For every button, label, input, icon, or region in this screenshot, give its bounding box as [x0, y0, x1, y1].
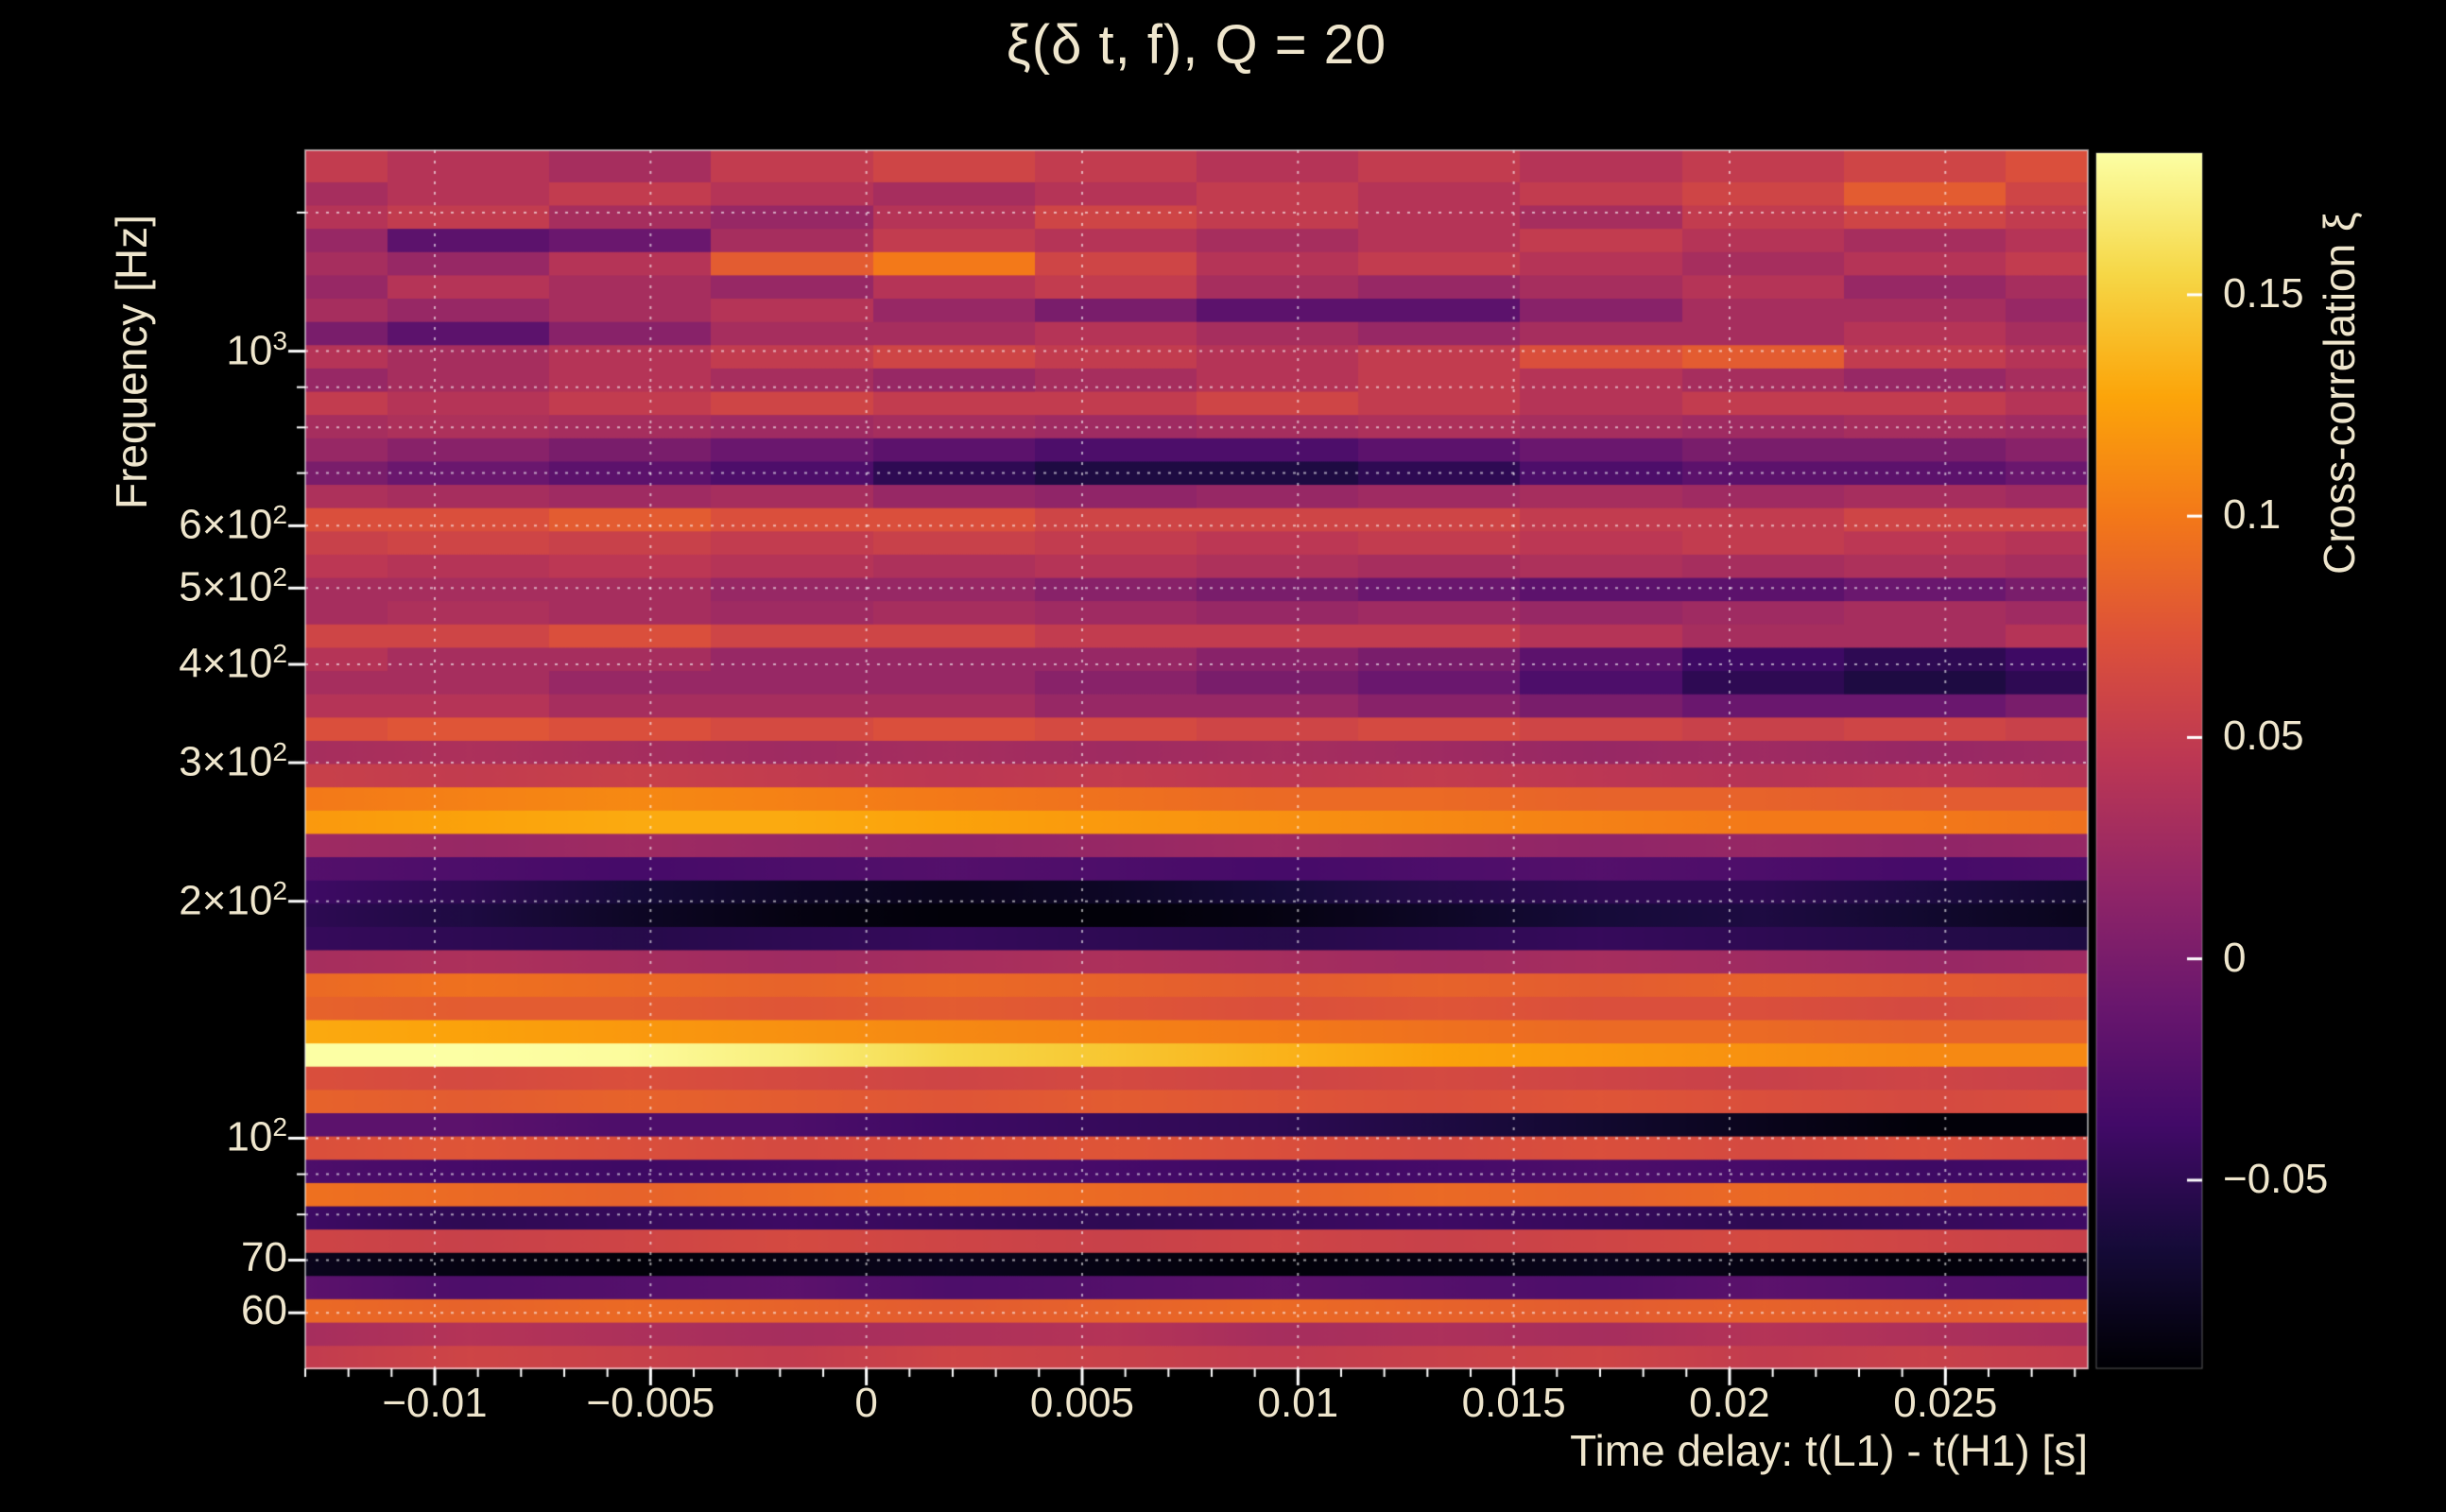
x-tick-label: 0.01: [1257, 1380, 1339, 1426]
plot-title: ξ(δ t, f), Q = 20: [1006, 14, 1387, 76]
y-tick-label: 70: [241, 1234, 287, 1281]
colorbar-tick-label: 0.15: [2223, 269, 2304, 317]
y-tick-label: 3×102: [179, 737, 287, 785]
colorbar-tick-label: 0.05: [2223, 713, 2304, 760]
y-tick-label: 2×102: [179, 875, 287, 924]
x-tick-label: 0.015: [1461, 1380, 1566, 1426]
y-tick-label: 60: [241, 1287, 287, 1334]
colorbar-tick-label: 0.1: [2223, 491, 2282, 539]
x-tick-label: −0.005: [586, 1380, 715, 1426]
x-tick-label: 0.025: [1893, 1380, 1998, 1426]
y-tick-label: 103: [226, 325, 287, 374]
y-tick-label: 5×102: [179, 562, 287, 610]
x-tick-label: −0.01: [382, 1380, 488, 1426]
y-tick-label: 6×102: [179, 500, 287, 549]
x-tick-label: 0: [854, 1380, 878, 1426]
y-tick-label: 102: [226, 1112, 287, 1161]
colorbar-tick-label: 0: [2223, 934, 2247, 981]
x-tick-label: 0.005: [1029, 1380, 1135, 1426]
colorbar-tick-label: −0.05: [2223, 1155, 2329, 1202]
y-tick-label: 4×102: [179, 639, 287, 687]
x-axis-title: Time delay: t(L1) - t(H1) [s]: [1570, 1426, 2088, 1475]
x-tick-label: 0.02: [1689, 1380, 1770, 1426]
